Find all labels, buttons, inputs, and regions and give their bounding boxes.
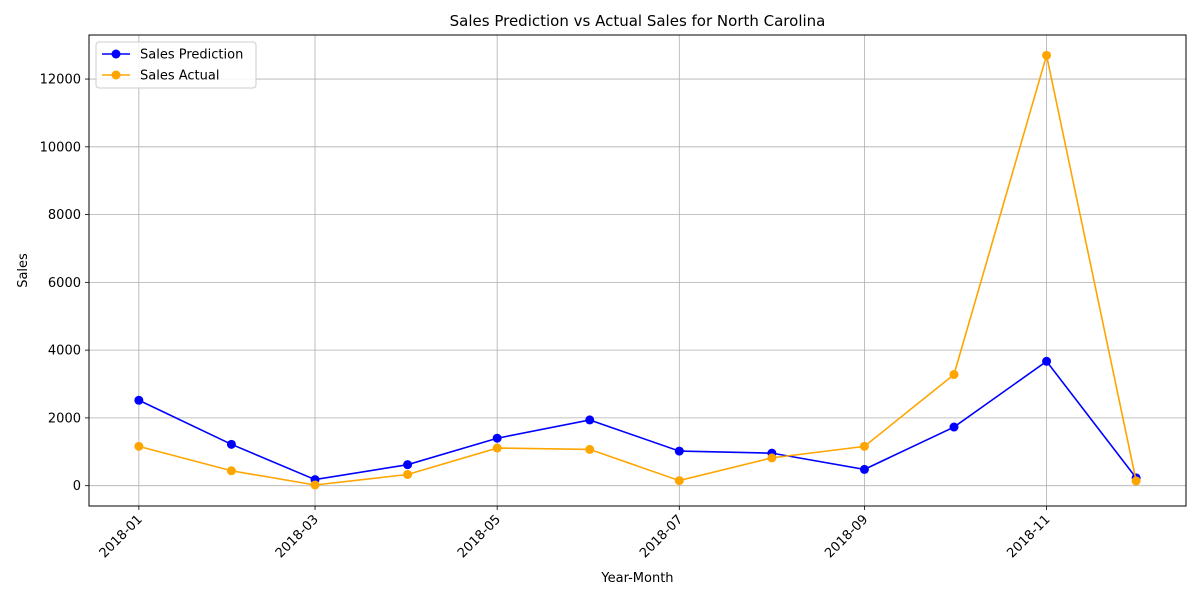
y-tick-label: 12000 [40,73,81,88]
x-axis-label: Year-Month [600,571,673,586]
chart-title: Sales Prediction vs Actual Sales for Nor… [450,12,826,30]
legend: Sales Prediction Sales Actual [95,41,257,89]
legend-marker [111,49,121,59]
y-tick-label: 8000 [48,208,81,223]
y-tick-label: 4000 [48,344,81,359]
data-point [674,476,684,486]
data-point [492,433,502,443]
series-line [138,55,1137,486]
data-point [859,464,869,474]
y-tick-label: 2000 [48,411,81,426]
data-point [1042,50,1052,60]
legend-item: Sales Actual [102,69,219,84]
series-2 [134,50,1141,490]
legend-box [95,41,257,89]
data-point [585,415,595,425]
data-point [226,439,236,449]
data-point [226,466,236,476]
series-layer [134,50,1141,490]
data-point [949,422,959,432]
data-point [134,441,144,451]
series-1 [134,356,1141,485]
data-point [585,444,595,454]
series-line [138,360,1137,481]
legend-label: Sales Actual [140,69,219,84]
data-point [1042,356,1052,366]
y-tick-label: 0 [73,479,81,494]
data-point [403,460,413,470]
plot-frame [88,34,1187,507]
legend-item: Sales Prediction [102,48,243,63]
data-point [859,441,869,451]
y-tick-label: 6000 [48,276,81,291]
y-axis-label: Sales [16,253,31,288]
legend-label: Sales Prediction [140,48,243,63]
data-point [134,395,144,405]
data-point [310,480,320,490]
legend-marker [111,70,121,80]
data-point [1131,476,1141,486]
data-point [492,443,502,453]
data-point [403,469,413,479]
data-point [767,453,777,463]
data-point [949,370,959,380]
data-point [674,446,684,456]
y-tick-label: 10000 [40,140,81,155]
grid [89,35,1186,506]
